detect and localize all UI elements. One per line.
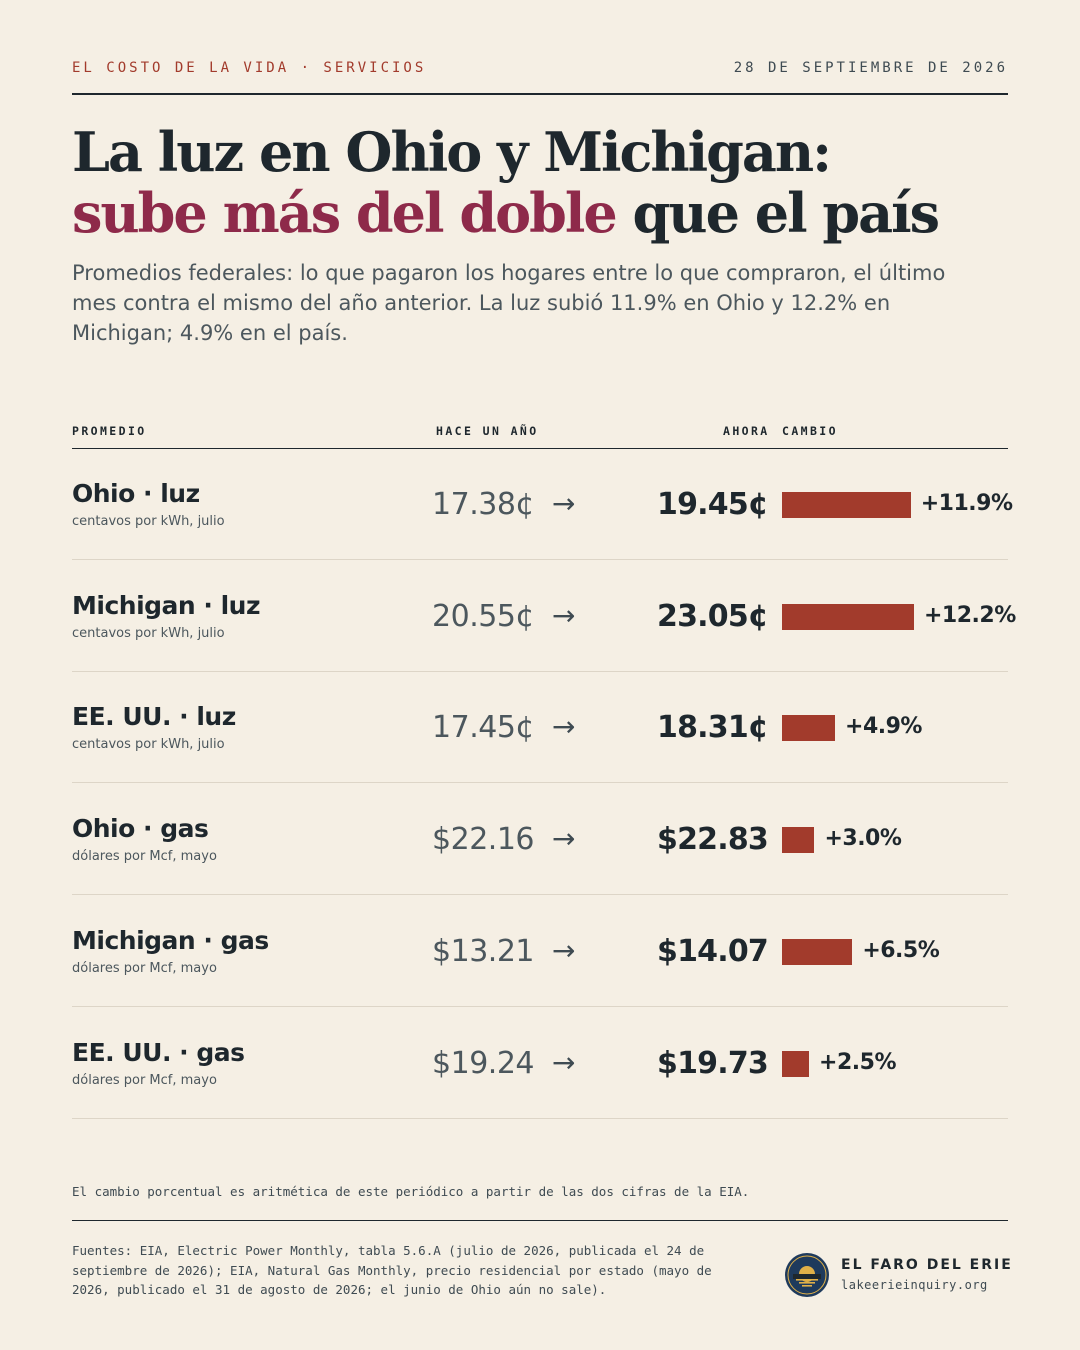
previous-value: $19.24 [432,1045,534,1081]
col-cambio: CAMBIO [782,424,838,438]
row-unit: dólares por Mcf, mayo [72,960,217,976]
table-header: PROMEDIO HACE UN AÑO AHORA CAMBIO [72,424,1008,448]
arrow-right-icon: → [552,710,576,744]
footnote: El cambio porcentual es aritmética de es… [72,1184,750,1199]
change-label: +3.0% [824,826,902,852]
row-divider [72,782,1008,784]
publication-date: 28 DE SEPTIEMBRE DE 2026 [733,60,1008,76]
headline: La luz en Ohio y Michigan: sube más del … [72,122,1012,244]
row-unit: centavos por kWh, julio [72,737,225,753]
row-label: EE. UU. · luz [72,702,236,732]
previous-value: 20.55¢ [432,598,534,634]
col-ahora: AHORA [723,424,770,438]
change-bar [782,938,853,965]
arrow-right-icon: → [552,1045,576,1079]
row-label: Michigan · gas [72,925,269,955]
section-kicker: EL COSTO DE LA VIDA · SERVICIOS [72,60,427,76]
row-label: Ohio · luz [72,479,200,508]
previous-value: $13.21 [432,933,534,969]
previous-value: 17.45¢ [432,710,534,746]
row-divider [72,894,1008,896]
table-row: EE. UU. · luz centavos por kWh, julio 17.4… [72,672,1008,784]
top-rule [72,93,1008,95]
change-bar [782,827,815,854]
row-divider [72,1005,1008,1007]
change-bar [782,492,911,518]
current-value: $22.83 [657,822,769,858]
change-label: +11.9% [920,491,1013,516]
arrow-right-icon: → [552,487,576,520]
row-unit: centavos por kWh, julio [72,625,225,641]
row-unit: dólares por Mcf, mayo [72,1072,217,1088]
top-bar: EL COSTO DE LA VIDA · SERVICIOS 28 DE SE… [72,60,1008,76]
change-bar [782,1050,810,1077]
arrow-right-icon: → [552,933,576,967]
table-row: Ohio · luz centavos por kWh, julio 17.38¢ →… [72,449,1013,560]
col-promedio: PROMEDIO [72,424,147,438]
row-label: Michigan · luz [72,590,261,620]
table-row: Michigan · gas dólares por Mcf, mayo $13.2… [72,896,1008,1007]
brand-url[interactable]: lakeerieinquiry.org [841,1278,988,1292]
row-label: Ohio · gas [72,814,209,844]
brand: EL FARO DEL ERIE lakeerieinquiry.org [784,1252,1011,1300]
current-value: 23.05¢ [657,598,769,634]
row-unit: centavos por kWh, julio [72,514,225,529]
sources: Fuentes: EIA, Electric Power Monthly, ta… [72,1243,712,1297]
row-unit: dólares por Mcf, mayo [72,849,217,865]
arrow-right-icon: → [552,822,576,856]
headline-accent: sube más del doble [72,181,618,245]
table-row: EE. UU. · gas dólares por Mcf, mayo $19.24… [72,1008,1008,1119]
current-value: $19.73 [657,1045,769,1081]
change-label: +2.5% [819,1049,896,1075]
footer-rule [72,1220,1008,1221]
table-row: Ohio · gas dólares por Mcf, mayo $22.16 → $2… [72,784,1008,896]
lighthouse-logo-icon [785,1253,829,1297]
row-divider [72,670,1008,672]
headline-line2-rest: que el país [615,181,941,245]
arrow-right-icon: → [552,598,576,632]
change-label: +12.2% [924,602,1016,628]
current-value: 19.45¢ [657,487,769,522]
table-row: Michigan · luz centavos por kWh, julio 20.… [72,561,1016,672]
headline-line1: La luz en Ohio y Michigan: [72,120,832,184]
brand-name: EL FARO DEL ERIE [841,1257,1013,1273]
dek: Promedios federales: lo que pagaron los … [72,261,946,345]
row-divider [72,559,1008,560]
row-label: EE. UU. · gas [72,1037,245,1067]
current-value: 18.31¢ [657,710,769,746]
current-value: $14.07 [657,933,769,969]
change-bar [782,603,914,630]
col-hace-un-ano: HACE UN AÑO [436,424,539,438]
previous-value: $22.16 [432,822,534,858]
change-bar [782,715,836,742]
change-label: +4.9% [845,714,922,740]
change-label: +6.5% [862,937,940,963]
table-header-rule [72,448,1008,449]
previous-value: 17.38¢ [432,487,534,522]
row-divider [72,1117,1008,1119]
